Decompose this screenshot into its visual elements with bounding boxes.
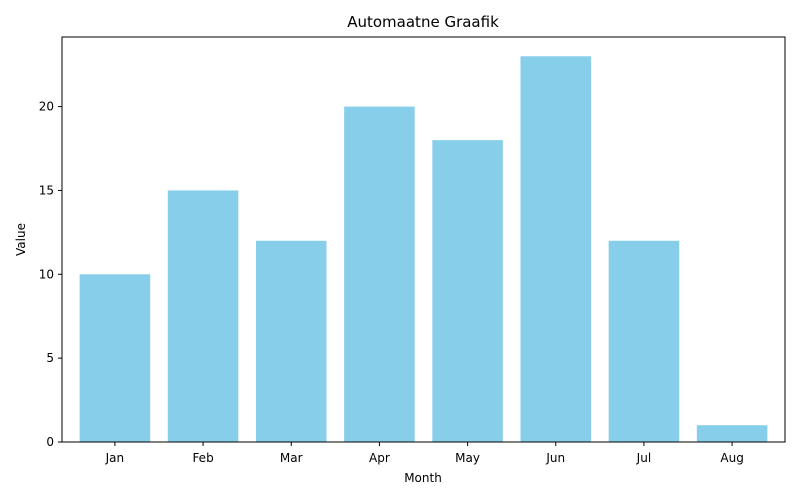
x-tick-label: Mar <box>280 451 303 465</box>
bar-apr <box>344 106 415 442</box>
bar-jul <box>608 240 680 442</box>
bar-jan <box>79 274 151 442</box>
x-tick-label: May <box>455 451 480 465</box>
chart-title: Automaatne Graafik <box>347 13 499 31</box>
plot-frame <box>61 36 786 443</box>
x-axis-label: Month <box>404 471 442 485</box>
y-axis-ticks: 0 5 10 15 20 <box>39 100 62 449</box>
bars-group <box>79 56 768 443</box>
y-tick-label: 5 <box>46 351 54 365</box>
bar-may <box>432 140 503 442</box>
x-tick-label: Jan <box>105 451 125 465</box>
x-tick-label: Feb <box>192 451 213 465</box>
y-tick-label: 20 <box>39 100 54 114</box>
y-axis-label: Value <box>14 223 28 256</box>
x-tick-label: Apr <box>369 451 390 465</box>
bar-feb <box>167 190 239 442</box>
x-tick-label: Jul <box>636 451 651 465</box>
x-tick-label: Aug <box>720 451 743 465</box>
x-axis-ticks: Jan Feb Mar Apr May Jun Jul Aug <box>105 442 744 465</box>
bar-jun <box>520 56 592 443</box>
bar-mar <box>255 240 327 442</box>
y-tick-label: 15 <box>39 183 54 197</box>
x-tick-label: Jun <box>545 451 565 465</box>
y-tick-label: 0 <box>46 435 54 449</box>
y-tick-label: 10 <box>39 267 54 281</box>
bar-aug <box>696 425 768 442</box>
